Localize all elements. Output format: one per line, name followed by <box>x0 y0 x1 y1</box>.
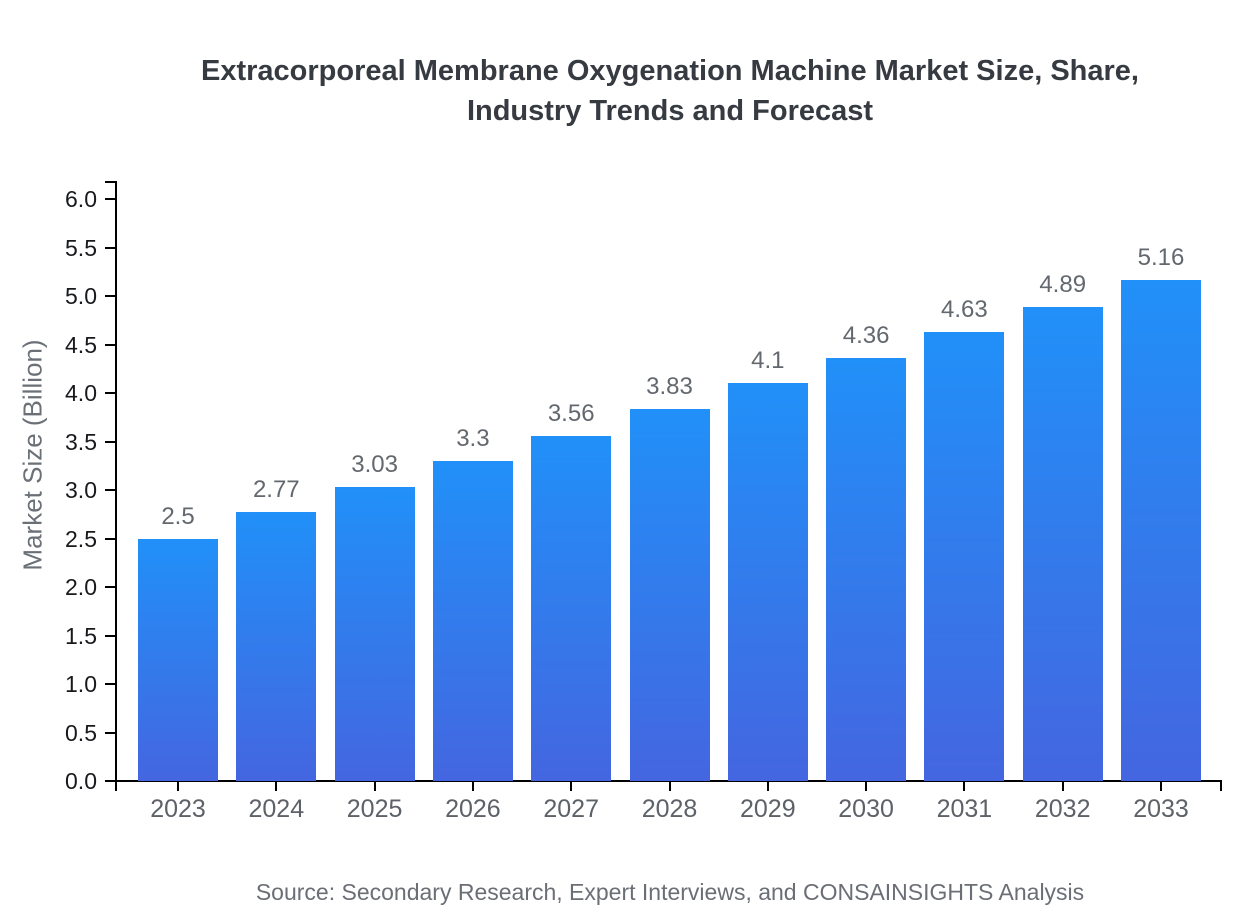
y-axis-tick-0.0 <box>105 780 115 782</box>
y-axis-spine <box>115 181 117 782</box>
y-axis-tick-label: 4.5 <box>65 331 97 358</box>
x-axis-tick-label-2028: 2028 <box>641 795 698 823</box>
x-axis-tick-2027 <box>570 782 573 791</box>
y-axis-tick-label: 1.5 <box>65 622 97 649</box>
chart-title-line1: Extracorporeal Membrane Oxygenation Mach… <box>201 55 1139 87</box>
y-axis-tick-3.0 <box>105 489 115 491</box>
x-axis-tick-label-2027: 2027 <box>543 795 599 823</box>
bar-value-label-2030: 4.36 <box>842 322 890 350</box>
y-axis-tick-label: 2.0 <box>65 574 97 600</box>
x-axis-tick-2030 <box>865 782 868 791</box>
x-axis-tick-2028 <box>668 782 671 791</box>
bar-value-label-2028: 3.83 <box>646 373 693 401</box>
x-axis-tick-label-2025: 2025 <box>346 795 403 823</box>
bar-value-label-2032: 4.89 <box>1039 270 1087 298</box>
y-axis-tick-1.5 <box>105 634 115 637</box>
x-axis-tick-label-2033: 2033 <box>1133 795 1189 823</box>
x-axis-tick-label-2024: 2024 <box>248 795 305 823</box>
x-axis-tick-2026 <box>471 782 474 791</box>
y-axis-tick-2.0 <box>105 586 115 588</box>
chart-title: Extracorporeal Membrane Oxygenation Mach… <box>80 51 1260 131</box>
bar-2026 <box>432 460 513 781</box>
bar-2023 <box>138 538 218 781</box>
y-axis-tick-5.5 <box>105 246 115 249</box>
y-axis-tick-4.5 <box>105 343 115 346</box>
y-axis-tick-label: 5.0 <box>65 283 97 309</box>
y-axis-tick-2.5 <box>105 537 115 540</box>
x-axis-tick-label-2032: 2032 <box>1034 795 1091 823</box>
bar-value-label-2029: 4.1 <box>751 347 785 375</box>
x-axis-tick-2031 <box>963 782 966 791</box>
x-axis-tick-2025 <box>373 782 376 791</box>
y-axis-tick-label: 3.0 <box>65 477 97 503</box>
bar-2025 <box>334 487 415 781</box>
bar-value-label-2033: 5.16 <box>1137 244 1185 272</box>
bar-value-label-2026: 3.3 <box>456 424 490 452</box>
x-axis-tick-2033 <box>1160 782 1162 791</box>
source-note: Source: Secondary Research, Expert Inter… <box>255 879 1085 905</box>
x-axis-tick-label-2026: 2026 <box>445 795 501 823</box>
y-axis-tick-6.0 <box>105 198 115 200</box>
y-axis-tick-3.5 <box>105 440 115 443</box>
bar-2027 <box>531 435 612 781</box>
bar-2029 <box>727 383 808 781</box>
bar-value-label-2023: 2.5 <box>161 502 195 530</box>
bar-value-label-2025: 3.03 <box>351 451 398 479</box>
x-axis-tick-2032 <box>1061 782 1064 791</box>
y-axis-tick-0.5 <box>105 731 115 734</box>
y-axis-tick-label: 4.0 <box>65 380 97 406</box>
y-axis-tick-5.0 <box>105 295 115 297</box>
y-axis-tick-1.0 <box>105 683 115 685</box>
x-axis-left-endcap <box>115 780 117 791</box>
x-axis-tick-label-2031: 2031 <box>936 795 993 823</box>
bar-value-label-2024: 2.77 <box>252 476 300 504</box>
x-axis-spine <box>115 780 1222 782</box>
x-axis-tick-label-2030: 2030 <box>838 795 894 823</box>
bar-value-label-2027: 3.56 <box>547 399 595 427</box>
bar-value-label-2031: 4.63 <box>941 295 988 323</box>
bar-2028 <box>629 409 710 781</box>
bar-2032 <box>1022 306 1103 781</box>
bar-2024 <box>236 512 317 781</box>
x-axis-tick-2029 <box>766 782 769 791</box>
x-axis-tick-2023 <box>177 782 179 791</box>
bar-2031 <box>924 331 1005 781</box>
y-axis-tick-label: 6.0 <box>65 186 97 212</box>
y-axis-tick-label: 1.0 <box>65 671 97 697</box>
x-axis-right-endcap <box>1220 780 1222 791</box>
y-axis-tick-4.0 <box>105 392 115 394</box>
y-axis-tick-label: 0.0 <box>65 768 97 794</box>
bar-2033 <box>1121 280 1201 781</box>
y-axis-tick-label: 2.5 <box>65 525 97 552</box>
chart-title-line2: Industry Trends and Forecast <box>466 95 874 127</box>
y-axis-tick-label: 3.5 <box>65 428 97 455</box>
x-axis-tick-label-2029: 2029 <box>739 795 796 823</box>
x-axis-tick-2024 <box>275 782 278 791</box>
x-axis-tick-label-2023: 2023 <box>150 795 206 823</box>
y-axis-top-endcap <box>105 181 117 183</box>
bar-2030 <box>826 358 907 781</box>
y-axis-tick-label: 0.5 <box>65 719 97 746</box>
y-axis-tick-label: 5.5 <box>65 234 97 261</box>
